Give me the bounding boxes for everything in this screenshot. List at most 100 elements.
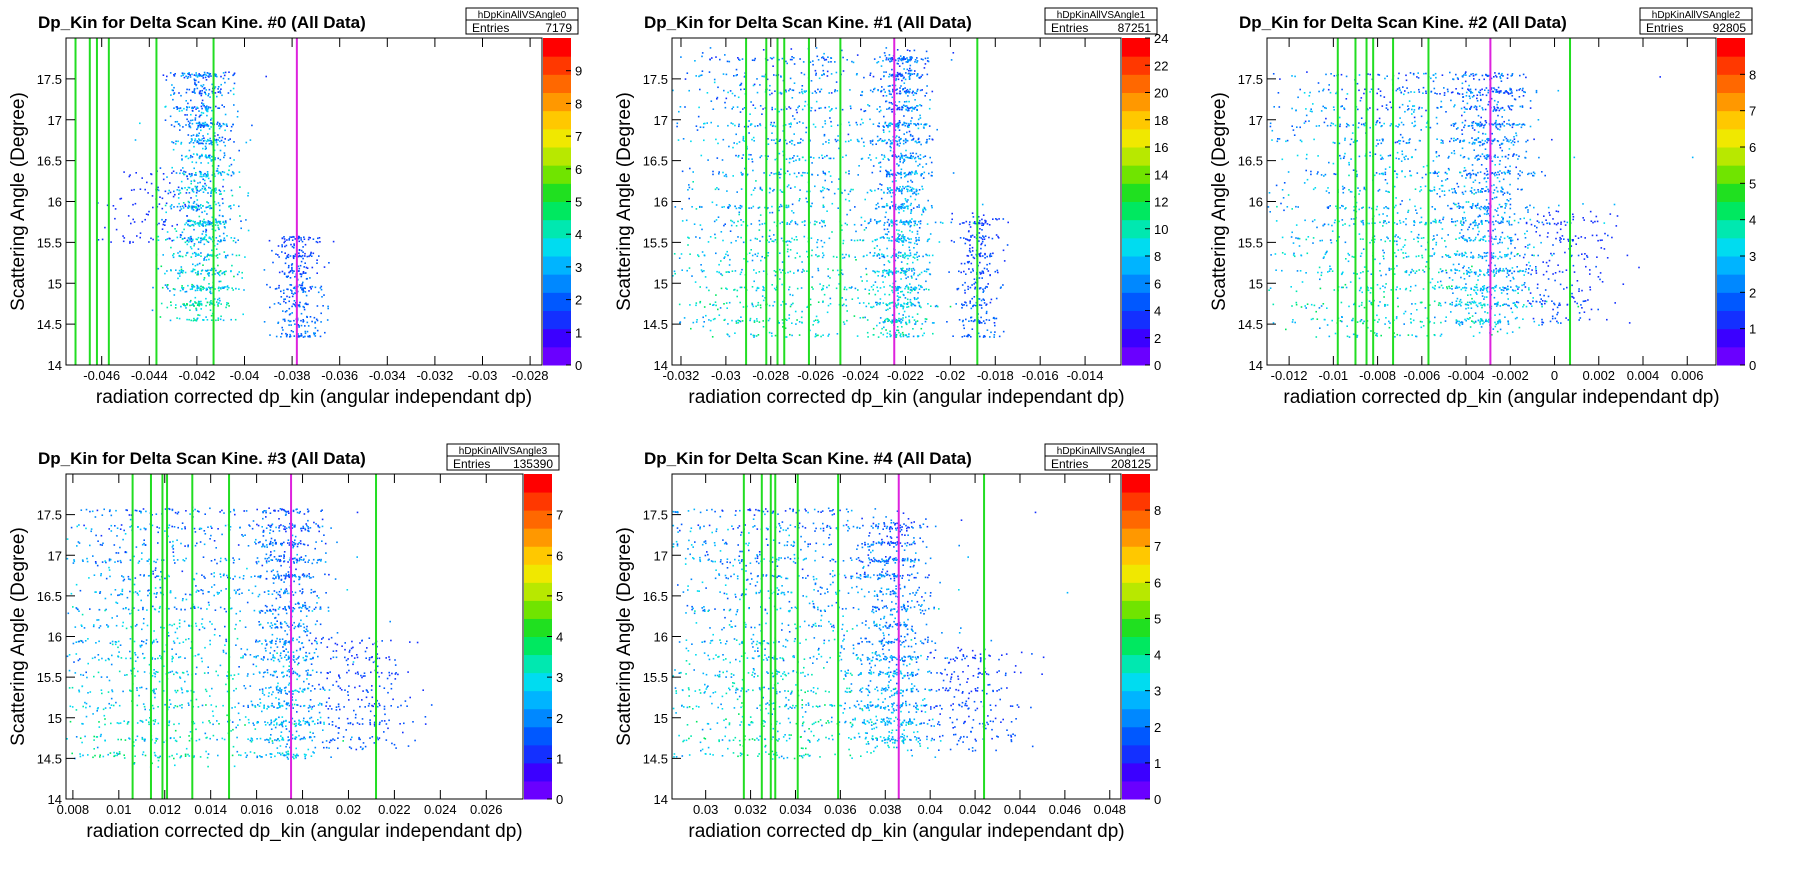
heatmap-cell: [885, 270, 888, 272]
heatmap-cell: [215, 319, 217, 322]
heatmap-cell: [193, 286, 196, 288]
heatmap-cell: [978, 277, 981, 279]
heatmap-cell: [1377, 73, 1379, 76]
heatmap-cell: [907, 60, 909, 62]
heatmap-cell: [289, 270, 291, 273]
heatmap-cell: [912, 188, 915, 190]
heatmap-cell: [231, 287, 233, 289]
heatmap-cell: [788, 317, 790, 320]
heatmap-cell: [699, 126, 702, 128]
heatmap-cell: [891, 173, 894, 176]
stats-entries-label: Entries: [472, 21, 509, 35]
heatmap-cell: [756, 286, 759, 289]
heatmap-cell: [740, 84, 742, 86]
heatmap-cell: [191, 156, 194, 158]
heatmap-cell: [886, 237, 889, 239]
heatmap-cell: [871, 306, 873, 309]
heatmap-cell: [170, 204, 173, 206]
heatmap-cell: [908, 124, 910, 126]
heatmap-cell: [907, 257, 909, 260]
heatmap-cell: [901, 192, 903, 195]
heatmap-cell: [922, 255, 924, 258]
heatmap-cell: [788, 123, 791, 125]
heatmap-cell: [906, 91, 909, 93]
heatmap-cell: [796, 287, 799, 290]
heatmap-cell: [822, 206, 825, 208]
heatmap-cell: [711, 201, 714, 204]
heatmap-cell: [788, 157, 791, 160]
heatmap-cell: [900, 219, 902, 222]
heatmap-cell: [823, 187, 826, 190]
heatmap-cell: [312, 238, 315, 240]
heatmap-cell: [824, 224, 826, 227]
heatmap-cell: [207, 269, 209, 272]
heatmap-cell: [758, 321, 761, 323]
heatmap-cell: [896, 285, 899, 288]
heatmap-cell: [211, 273, 214, 276]
heatmap-cell: [283, 300, 285, 303]
heatmap-cell: [715, 138, 717, 141]
heatmap-cell: [904, 78, 907, 81]
heatmap-cell: [722, 138, 725, 141]
heatmap-cell: [163, 221, 165, 223]
heatmap-cell: [770, 172, 773, 174]
heatmap-cell: [915, 193, 917, 195]
heatmap-cell: [712, 173, 714, 176]
heatmap-cell: [904, 124, 907, 127]
heatmap-cell: [889, 149, 892, 152]
heatmap-cell: [794, 222, 797, 225]
heatmap-cell: [874, 293, 877, 296]
heatmap-cell: [1377, 88, 1380, 90]
heatmap-cell: [193, 167, 195, 170]
heatmap-cell: [864, 110, 867, 112]
heatmap-cell: [798, 172, 800, 174]
heatmap-cell: [892, 191, 894, 194]
heatmap-cell: [1436, 193, 1438, 195]
heatmap-cell: [1305, 307, 1307, 309]
heatmap-cell: [883, 205, 885, 208]
heatmap-cell: [220, 315, 222, 318]
heatmap-cell: [227, 92, 230, 94]
heatmap-cell: [878, 220, 880, 223]
heatmap-cell: [758, 206, 761, 209]
heatmap-cell: [201, 187, 204, 190]
heatmap-cell: [181, 238, 184, 240]
heatmap-cell: [184, 171, 187, 173]
heatmap-cell: [217, 317, 220, 319]
heatmap-cell: [174, 143, 177, 145]
heatmap-cell: [177, 123, 180, 125]
heatmap-cell: [230, 174, 233, 177]
heatmap-cell: [899, 156, 902, 159]
heatmap-cell: [877, 188, 880, 190]
heatmap-cell: [914, 288, 917, 291]
heatmap-cell: [908, 76, 911, 78]
heatmap-cell: [772, 190, 774, 192]
heatmap-cell: [859, 239, 861, 241]
heatmap-cell: [964, 289, 966, 292]
heatmap-cell: [884, 318, 887, 321]
heatmap-cell: [192, 223, 194, 226]
heatmap-cell: [715, 294, 717, 296]
heatmap-cell: [920, 306, 922, 309]
heatmap-cell: [210, 117, 213, 120]
heatmap-cell: [983, 335, 985, 337]
heatmap-cell: [187, 102, 189, 105]
heatmap-cell: [209, 204, 212, 207]
heatmap-cell: [190, 237, 193, 240]
heatmap-cell: [841, 304, 844, 307]
heatmap-cell: [226, 288, 229, 291]
heatmap-cell: [705, 286, 708, 289]
heatmap-cell: [901, 268, 903, 270]
heatmap-cell: [158, 203, 161, 205]
heatmap-cell: [844, 222, 847, 225]
heatmap-cell: [769, 174, 771, 177]
heatmap-cell: [971, 234, 974, 237]
heatmap-cell: [208, 223, 211, 226]
heatmap-cell: [805, 126, 808, 129]
heatmap-cell: [898, 229, 900, 232]
heatmap-cell: [907, 305, 910, 308]
heatmap-cell: [222, 178, 225, 181]
heatmap-cell: [176, 108, 178, 110]
heatmap-cell: [1453, 137, 1455, 140]
heatmap-cell: [821, 157, 824, 159]
